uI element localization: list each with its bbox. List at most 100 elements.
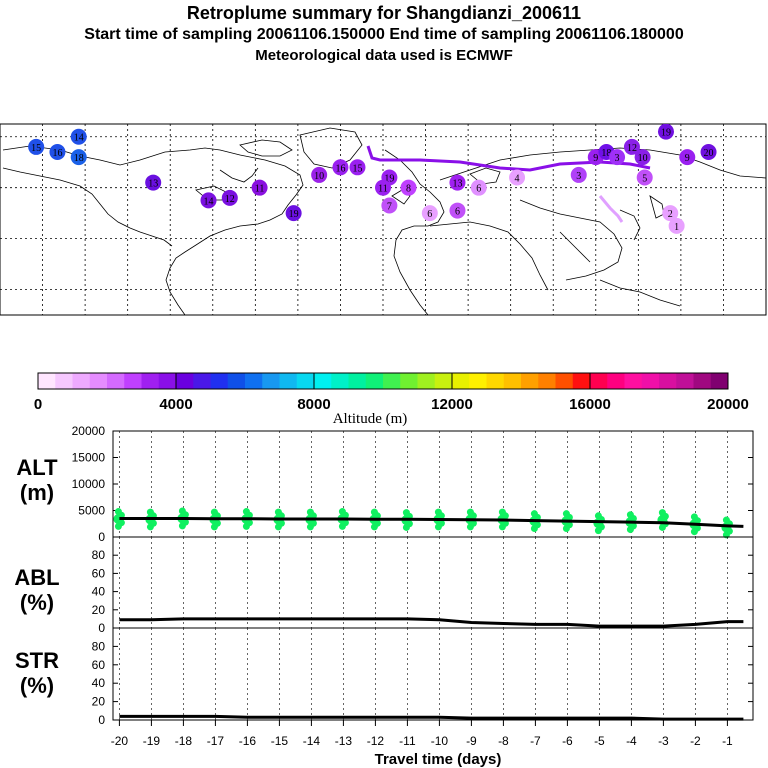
- plume-marker-dot: [311, 166, 328, 183]
- particle-dot: [146, 508, 154, 516]
- time-series-panels: 20000 15000 10000 5000 0 80 60 40 20 0 80 60 40 20 0 -2…: [72, 424, 754, 748]
- plume-path-tail: [598, 195, 624, 223]
- plume-marker-day: 10: [314, 171, 324, 182]
- plume-marker-dot: [28, 138, 45, 155]
- plume-marker-day: 14: [204, 196, 214, 207]
- plume-marker-dot: [679, 149, 696, 166]
- y-tick-label: 80: [92, 639, 106, 653]
- particle-cluster: [177, 507, 189, 530]
- x-tick-label: -8: [498, 734, 509, 748]
- colorbar-swatch: [331, 373, 349, 389]
- plume-marker-day: 3: [576, 171, 581, 182]
- plume-marker-dot: [200, 192, 217, 209]
- plume-track: [366, 145, 651, 223]
- plume-marker: 19: [657, 124, 674, 140]
- particle-dot: [402, 509, 410, 517]
- colorbar-swatch: [486, 373, 505, 389]
- plume-marker: 11: [251, 179, 268, 196]
- x-tick-label: -9: [466, 734, 477, 748]
- plume-marker-day: 12: [225, 194, 235, 205]
- str-fraction-line: [119, 714, 744, 721]
- abl-panel-label: ABL: [14, 565, 59, 590]
- y-tick-label: 15000: [72, 451, 106, 465]
- particle-dot: [466, 508, 474, 516]
- plume-marker-dot: [70, 149, 87, 166]
- plume-marker: 7: [381, 197, 398, 214]
- plume-marker-dot: [381, 197, 398, 214]
- particle-dot: [274, 508, 282, 516]
- x-tick-label: -17: [207, 734, 225, 748]
- particle-dot: [306, 508, 314, 516]
- plume-marker-dot: [375, 179, 391, 196]
- colorbar-swatch: [107, 373, 125, 389]
- particle-dot: [434, 508, 442, 516]
- str-panel-label: STR: [15, 648, 59, 673]
- plume-marker-day: 13: [452, 179, 462, 190]
- x-tick-label: -2: [690, 734, 701, 748]
- colorbar-swatch: [607, 373, 625, 389]
- colorbar-swatch: [365, 373, 384, 389]
- colorbar-tick-label: 20000: [707, 396, 749, 413]
- particle-cluster: [465, 508, 477, 531]
- plume-marker-day: 1: [674, 222, 679, 233]
- x-tick-label: -6: [562, 734, 573, 748]
- colorbar-swatch: [227, 373, 246, 389]
- colorbar-swatch: [434, 373, 453, 389]
- plume-path: [366, 145, 651, 172]
- plume-marker-day: 5: [642, 173, 647, 184]
- alt-panel-unit: (m): [20, 480, 54, 505]
- plume-marker-dot: [449, 174, 466, 191]
- colorbar-swatch: [193, 373, 211, 389]
- plume-marker: 6: [449, 202, 466, 219]
- plume-marker: 12: [221, 189, 238, 206]
- colorbar-tick-label: 4000: [159, 396, 192, 413]
- plume-marker-dot: [332, 159, 349, 176]
- y-tick-label: 20: [92, 695, 106, 709]
- colorbar-swatch: [72, 373, 91, 389]
- plume-marker-dot: [470, 179, 487, 196]
- colorbar-swatch: [141, 373, 160, 389]
- plume-marker-dot: [657, 124, 674, 140]
- sampling-time: Start time of sampling 20061106.150000 E…: [84, 26, 684, 43]
- colorbar-label: Altitude (m): [333, 411, 408, 427]
- plume-marker-dot: [449, 202, 466, 219]
- y-tick-label: 5000: [78, 504, 105, 518]
- plume-marker-dot: [251, 179, 268, 196]
- plume-marker-dot: [609, 149, 626, 166]
- plume-marker-dot: [421, 205, 438, 222]
- x-tick-label: -15: [271, 734, 289, 748]
- colorbar-swatch: [452, 373, 470, 389]
- x-tick-label: -3: [658, 734, 669, 748]
- plume-marker: 8: [400, 179, 417, 196]
- plume-marker-day: 7: [387, 201, 392, 212]
- particle-cluster: [305, 508, 317, 531]
- plume-marker: 16: [49, 144, 66, 161]
- colorbar-swatch: [590, 373, 608, 389]
- plume-marker-day: 19: [384, 173, 394, 184]
- x-tick-label: -16: [239, 734, 257, 748]
- colorbar-ticks: 0 4000 8000 12000 16000 20000: [34, 373, 749, 413]
- colorbar-tick-label: 0: [34, 396, 42, 413]
- plume-marker-dot: [49, 144, 66, 161]
- plume-marker-dot: [623, 138, 640, 155]
- plume-marker: 16: [332, 159, 349, 176]
- plume-marker-day: 11: [255, 184, 265, 195]
- x-tick-label: -1: [722, 734, 733, 748]
- plume-marker: 20: [700, 144, 717, 161]
- x-tick-label: -18: [175, 734, 193, 748]
- colorbar-swatch: [176, 373, 194, 389]
- plume-marker-day: 14: [74, 133, 84, 144]
- plume-marker: 6: [421, 205, 438, 222]
- colorbar-swatch: [38, 373, 56, 389]
- mean-altitude-line: [119, 516, 744, 528]
- plume-marker-day: 16: [52, 148, 62, 159]
- colorbar-swatch: [641, 373, 660, 389]
- particle-dot: [626, 511, 634, 519]
- particle-cluster: [433, 508, 445, 531]
- plume-marker-day: 8: [406, 184, 411, 195]
- y-tick-label: 0: [98, 713, 105, 727]
- plume-marker-dot: [285, 205, 302, 222]
- plume-marker: 14: [70, 128, 87, 145]
